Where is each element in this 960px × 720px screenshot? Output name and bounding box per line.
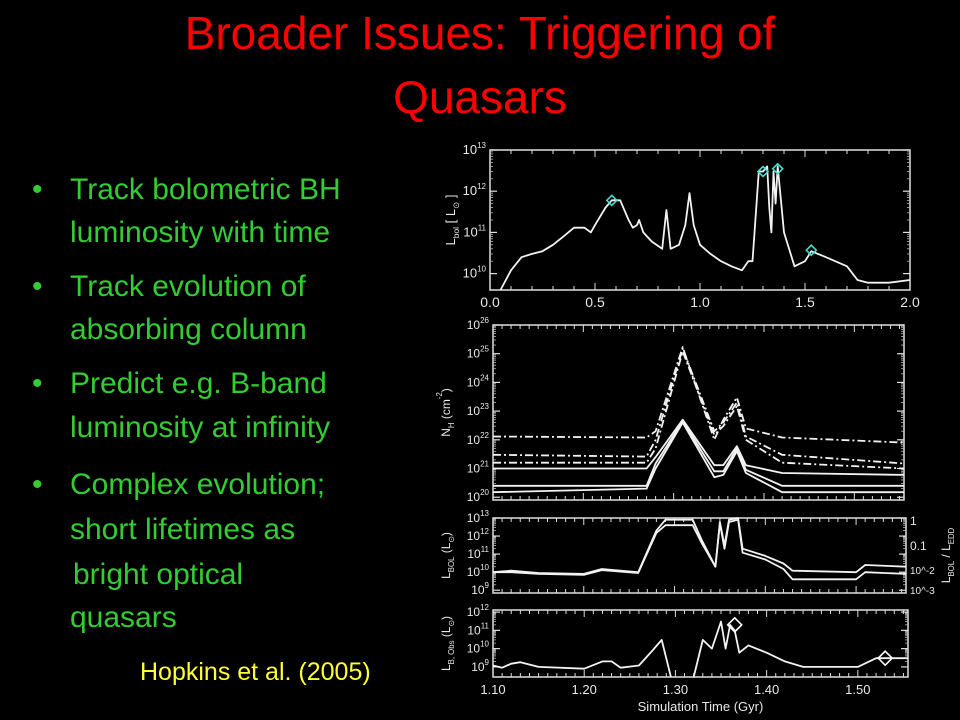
- y-tick-label: 109: [471, 581, 489, 597]
- diamond-marker: [756, 165, 770, 178]
- y-axis-label: LBOL (L⊙): [439, 532, 456, 579]
- x-tick-label: 1.5: [795, 294, 815, 310]
- y-tick-label: 1010: [467, 563, 490, 579]
- y-axis-label-right: LBOL / LEDD: [939, 527, 956, 583]
- series-line-6: [492, 421, 904, 494]
- y-tick-label: 1012: [467, 527, 490, 543]
- bullet-text: quasars: [70, 601, 177, 634]
- x-tick-label: 2.0: [900, 294, 920, 310]
- bullet-text: Track bolometric BH: [70, 173, 341, 206]
- bullet-text: Predict e.g. B-band: [70, 367, 327, 400]
- series-line-2: [692, 620, 908, 678]
- bullet-text: bright optical: [73, 558, 244, 591]
- citation: Hopkins et al. (2005): [140, 658, 371, 686]
- y-tick-label: 1025: [467, 345, 490, 361]
- y-tick-label-right: 10^-3: [910, 586, 935, 597]
- y-tick-label: 1021: [467, 460, 490, 476]
- bullet-icon: •: [32, 173, 43, 206]
- y-tick-label: 1022: [467, 431, 490, 447]
- series-line-1: [492, 639, 672, 678]
- chart-panel-2: 1020 1021 1022 1023 1024 1025 1026 NH (cm-2): [435, 316, 905, 504]
- plot-frame: [489, 149, 911, 291]
- diamond-marker: [726, 616, 743, 633]
- x-tick-label: 1.20: [572, 682, 597, 697]
- bullet-text: luminosity with time: [70, 216, 331, 249]
- title-line-1: Broader Issues: Triggering of: [184, 7, 776, 59]
- diamond-marker: [771, 162, 784, 175]
- y-tick-label: 1010: [463, 265, 487, 281]
- y-tick-label: 1011: [463, 223, 486, 239]
- bullet-icon: •: [32, 367, 43, 400]
- y-tick-label: 1012: [467, 603, 490, 619]
- series-line-1: [499, 165, 911, 291]
- x-tick-label: 1.30: [663, 682, 688, 697]
- y-tick-label: 1011: [467, 621, 489, 637]
- bullet-text: Track evolution of: [70, 270, 306, 303]
- bullet-text: absorbing column: [70, 313, 307, 346]
- bullet-text: short lifetimes as: [70, 513, 296, 546]
- x-tick-label: 1.50: [845, 682, 870, 697]
- series-line-2: [493, 518, 907, 581]
- y-tick-label: 1010: [467, 640, 490, 656]
- y-tick-label: 1026: [467, 316, 490, 332]
- diamond-marker: [605, 194, 618, 207]
- x-tick-label: 1.40: [754, 682, 779, 697]
- series-line-5: [493, 420, 904, 487]
- diamond-marker: [877, 650, 894, 667]
- x-axis-label: Simulation Time (Gyr): [638, 699, 764, 714]
- series-line-1: [492, 346, 905, 444]
- title-line-2: Quasars: [393, 71, 567, 123]
- y-tick-label: 1011: [467, 545, 489, 561]
- chart-panel-3: 109 1010 1011 1012 1013 LBOL (L⊙) LBOL / LEDD 1…: [439, 509, 956, 597]
- y-tick-label: 1013: [463, 141, 487, 157]
- bullet-text: luminosity at infinity: [70, 411, 331, 444]
- y-tick-label: 1023: [467, 402, 490, 418]
- bullet-text: Complex evolution;: [70, 468, 326, 501]
- x-tick-label: 1.10: [480, 682, 505, 697]
- y-tick-label: 1012: [463, 182, 487, 198]
- x-tick-label: 0.5: [585, 294, 605, 310]
- series-line-2: [492, 347, 905, 465]
- chart-panel-1: 1010 1011 1012 1013 0.0 0.5 1.0 1.5 2.0 Lbol [ L⊙…: [443, 141, 920, 310]
- x-tick-label: 0.0: [480, 294, 500, 310]
- x-tick-label: 1.0: [690, 294, 710, 310]
- y-axis-label: LB, Obs (L⊙): [439, 616, 456, 671]
- series-line-3: [493, 350, 905, 470]
- y-tick-label: 109: [471, 658, 489, 674]
- bullet-icon: •: [32, 468, 43, 501]
- y-tick-label: 1020: [467, 488, 490, 504]
- y-axis-label: Lbol [ L⊙ ]: [443, 195, 461, 246]
- y-tick-label-right: 1: [910, 514, 917, 528]
- series-line-4: [493, 418, 905, 476]
- y-tick-label-right: 10^-2: [910, 566, 935, 577]
- bullet-icon: •: [32, 270, 43, 303]
- chart-panel-4: 109 1010 1011 1012 1.10 1.20 1.30 1.40 1.50 Simul…: [439, 603, 909, 714]
- y-tick-label: 1024: [467, 373, 490, 389]
- y-axis-label: NH (cm-2): [435, 388, 456, 437]
- diamond-marker: [805, 244, 818, 257]
- y-tick-label-right: 0.1: [910, 539, 927, 553]
- y-tick-label: 1013: [467, 509, 490, 525]
- series-line-1: [492, 517, 907, 575]
- plot-frame: [492, 517, 907, 594]
